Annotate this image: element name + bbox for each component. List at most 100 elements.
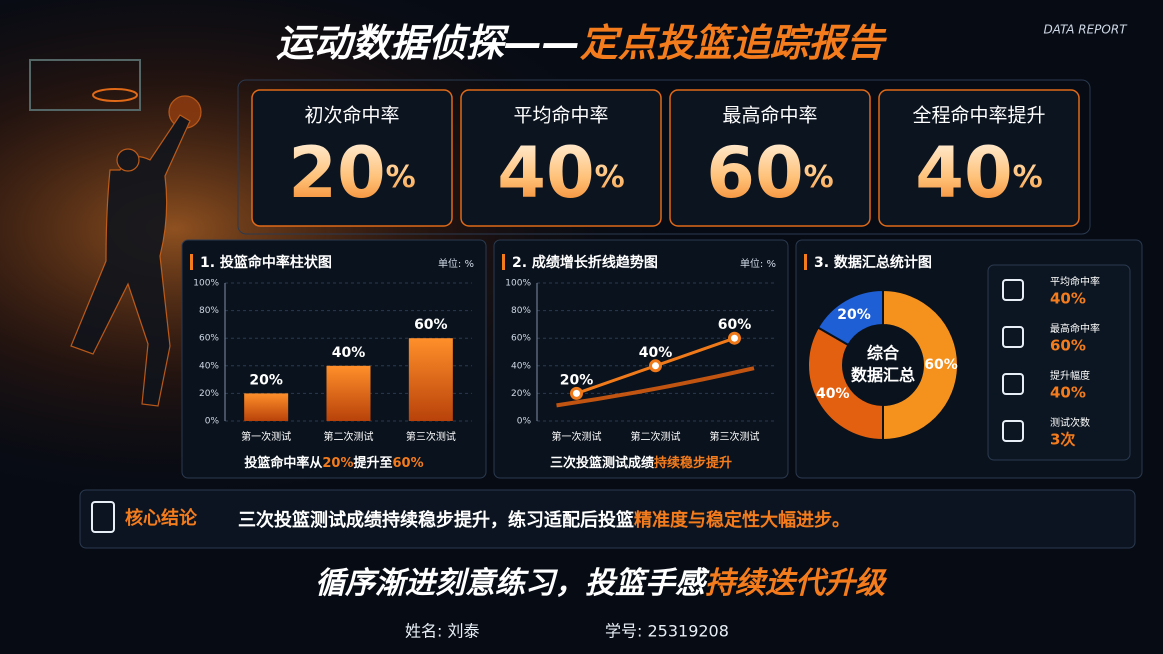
caption-part: 提升至	[354, 455, 393, 471]
conclusion-highlight: 精准度与稳定性大幅进步。	[634, 509, 850, 531]
kpi-box	[251, 89, 453, 227]
hoop	[92, 88, 138, 102]
clipboard-icon	[91, 501, 115, 533]
kpi-value: 40	[497, 132, 594, 214]
y-tick-label: 60%	[511, 334, 531, 344]
kpi-number: 40%	[915, 132, 1042, 214]
donut-slice	[882, 288, 959, 442]
stat-label: 提升幅度	[1050, 369, 1090, 382]
value-label: 20%	[249, 372, 283, 388]
x-tick-label: 第三次测试	[406, 430, 456, 443]
kpi-box	[669, 89, 871, 227]
conclusion-body: 三次投篮测试成绩持续稳步提升，练习适配后投篮	[238, 509, 634, 531]
panel-accent	[804, 254, 807, 270]
footer-name: 姓名: 刘泰	[405, 622, 479, 641]
conclusion-text: 三次投篮测试成绩持续稳步提升，练习适配后投篮精准度与稳定性大幅进步。	[238, 509, 850, 531]
x-tick-label: 第一次测试	[241, 430, 291, 443]
title-main: 运动数据侦探——	[276, 21, 580, 65]
value-label: 20%	[560, 372, 594, 388]
stat-label: 最高命中率	[1050, 322, 1100, 335]
caption: 三次投篮测试成绩持续稳步提升	[550, 455, 732, 471]
center-label: 数据汇总	[851, 366, 915, 385]
caption-part: 投篮命中率从	[244, 455, 322, 471]
backboard	[29, 59, 141, 111]
y-tick-label: 0%	[205, 417, 220, 427]
y-tick-label: 100%	[505, 279, 531, 289]
kpi-label: 初次命中率	[304, 105, 399, 127]
y-tick-label: 20%	[511, 389, 531, 399]
value-label: 60%	[718, 317, 752, 333]
donut-center	[845, 327, 921, 403]
kpi-number: 40%	[497, 132, 624, 214]
kpi-number: 60%	[706, 132, 833, 214]
kpi-label: 最高命中率	[722, 105, 817, 127]
stat-value: 40%	[1050, 290, 1086, 308]
stat-value: 3次	[1050, 431, 1075, 449]
stats-box	[987, 264, 1131, 461]
value-label: 40%	[332, 345, 366, 361]
panel	[493, 239, 789, 479]
slice-label: 40%	[816, 386, 850, 402]
stat-label: 测试次数	[1050, 416, 1090, 429]
line-point	[649, 359, 662, 373]
y-tick-label: 80%	[511, 306, 531, 316]
y-tick-label: 40%	[199, 361, 219, 371]
footer-id: 学号: 25319208	[605, 622, 729, 641]
unit-label: 单位: %	[438, 257, 474, 270]
slice-label: 60%	[924, 357, 958, 373]
value-label: 60%	[414, 317, 448, 333]
y-tick-label: 60%	[199, 334, 219, 344]
caption-part: 60%	[393, 456, 424, 471]
value-label: 40%	[639, 345, 673, 361]
y-tick-label: 100%	[193, 279, 219, 289]
conclusion-label: 核心结论	[125, 507, 198, 529]
x-tick-label: 第二次测试	[324, 430, 374, 443]
x-tick-label: 第二次测试	[631, 430, 681, 443]
kpi-unit: %	[804, 160, 834, 195]
x-tick-label: 第三次测试	[710, 430, 760, 443]
slogan-highlight: 持续迭代升级	[705, 566, 888, 601]
trend-arrow	[556, 366, 755, 408]
title-highlight: 定点投篮追踪报告	[580, 21, 888, 65]
stat-label: 平均命中率	[1050, 275, 1100, 288]
donut-slice	[807, 326, 884, 442]
kpi-box	[460, 89, 662, 227]
stat-icon	[1002, 326, 1024, 348]
conclusion-box	[79, 489, 1136, 549]
unit-label: 单位: %	[740, 257, 776, 270]
panel-title: 3. 数据汇总统计图	[814, 254, 932, 271]
line-point	[570, 386, 583, 400]
kpi-unit: %	[386, 160, 416, 195]
y-tick-label: 20%	[199, 389, 219, 399]
stat-icon	[1002, 373, 1024, 395]
panel-accent	[190, 254, 193, 270]
stat-icon	[1002, 420, 1024, 442]
kpi-unit: %	[595, 160, 625, 195]
center-label: 综合	[867, 344, 900, 363]
kpi-label: 全程命中率提升	[912, 105, 1045, 127]
panel-title: 2. 成绩增长折线趋势图	[512, 254, 658, 271]
y-tick-label: 0%	[517, 417, 532, 427]
bar	[408, 338, 453, 421]
caption-part: 持续稳步提升	[654, 455, 732, 471]
kpi-label: 平均命中率	[513, 105, 608, 127]
line-point	[728, 331, 741, 345]
player-silhouette	[70, 95, 202, 407]
badge: DATA REPORT	[1043, 23, 1128, 37]
slice-label: 20%	[837, 307, 871, 323]
kpi-unit: %	[1013, 160, 1043, 195]
donut-slice	[816, 288, 884, 347]
slogan: 循序渐进刻意练习，投篮手感持续迭代升级	[315, 566, 888, 601]
y-tick-label: 80%	[199, 306, 219, 316]
slogan-main: 循序渐进刻意练习，投篮手感	[315, 566, 710, 601]
kpi-value: 20	[288, 132, 385, 214]
stat-icon	[1002, 279, 1024, 301]
panel-title: 1. 投篮命中率柱状图	[200, 254, 332, 271]
panel-accent	[502, 254, 505, 270]
bar	[326, 365, 371, 421]
kpi-box	[878, 89, 1080, 227]
stat-value: 40%	[1050, 384, 1086, 402]
kpi-value: 40	[915, 132, 1012, 214]
title: 运动数据侦探——定点投篮追踪报告	[276, 21, 888, 65]
